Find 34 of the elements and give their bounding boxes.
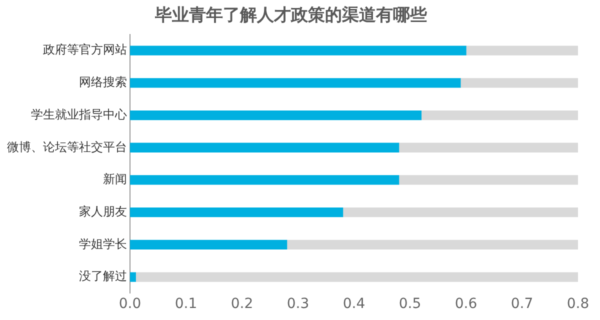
bar xyxy=(135,272,578,282)
bar xyxy=(130,142,400,152)
x-tick-label: 0.0 xyxy=(118,296,142,312)
bar xyxy=(420,110,578,120)
bar xyxy=(286,240,578,250)
chart-title: 毕业青年了解人才政策的渠道有哪些 xyxy=(154,6,427,26)
x-tick-label: 0.7 xyxy=(510,296,534,312)
x-tick-label: 0.8 xyxy=(566,296,590,312)
bar xyxy=(460,78,578,88)
bar xyxy=(398,142,578,152)
x-tick-label: 0.2 xyxy=(230,296,254,312)
bar xyxy=(130,272,136,282)
x-tick-label: 0.1 xyxy=(174,296,198,312)
x-tick-label: 0.5 xyxy=(398,296,422,312)
bar xyxy=(342,207,578,218)
y-tick-label: 新闻 xyxy=(103,172,127,186)
bar xyxy=(130,175,400,185)
x-tick-label: 0.4 xyxy=(342,296,366,312)
bar xyxy=(398,175,578,185)
x-tick-label: 0.3 xyxy=(286,296,310,312)
y-tick-label: 微博、论坛等社交平台 xyxy=(7,140,127,154)
y-tick-label: 学生就业指导中心 xyxy=(31,107,127,122)
y-tick-label: 政府等官方网站 xyxy=(43,42,127,57)
bar xyxy=(130,78,461,88)
bar xyxy=(130,110,422,120)
y-tick-label: 没了解过 xyxy=(79,269,127,284)
bar xyxy=(130,207,344,218)
bar xyxy=(130,46,466,56)
bar xyxy=(466,46,578,56)
bar xyxy=(130,240,288,250)
x-tick-label: 0.6 xyxy=(454,296,478,312)
y-tick-label: 学姐学长 xyxy=(79,236,127,251)
y-tick-label: 家人朋友 xyxy=(79,204,127,218)
y-tick-label: 网络搜索 xyxy=(79,75,127,90)
